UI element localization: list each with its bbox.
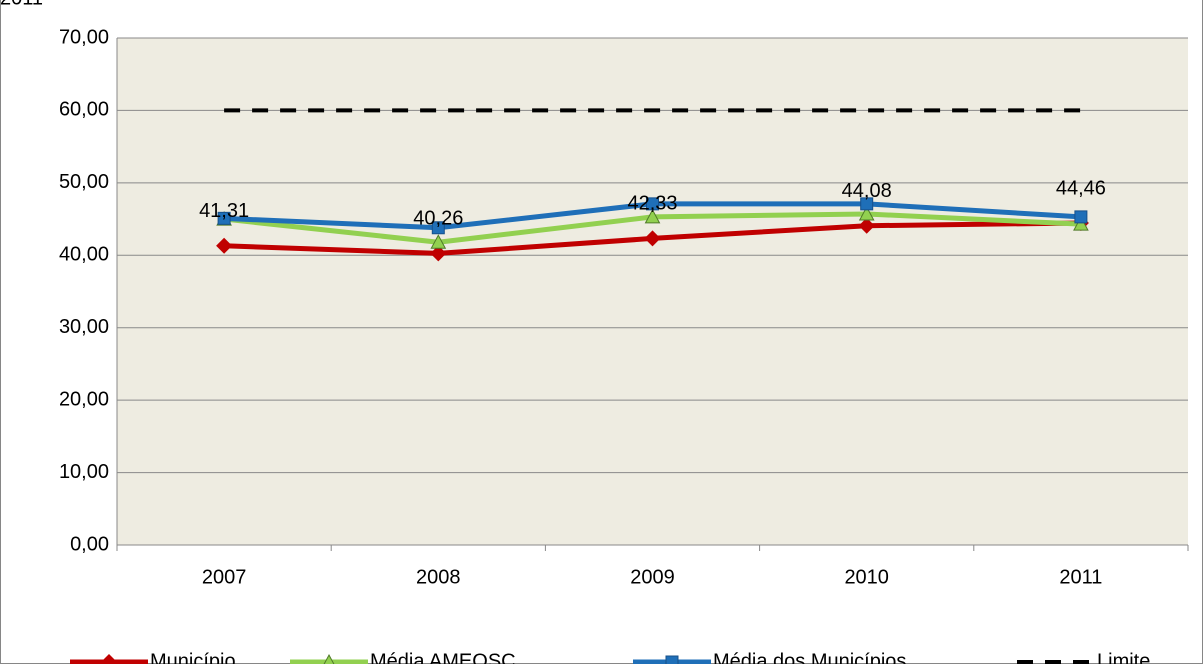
plot-area [117,38,1188,545]
y-tick-label: 30,00 [59,316,109,338]
y-tick-label: 50,00 [59,171,109,193]
y-tick-label: 0,00 [70,533,109,555]
data-label: 41,31 [199,200,249,222]
legend-marker [665,655,679,664]
y-tick-label: 40,00 [59,244,109,266]
x-tick-label: 2007 [202,566,247,588]
x-tick-label: 2008 [416,566,461,588]
data-point [858,205,875,221]
x-tick-label: 2009 [630,566,675,588]
data-point [217,211,231,225]
data-point [1074,210,1088,224]
y-tick-label: 70,00 [59,26,109,48]
data-label: 42,33 [627,193,677,215]
data-point [644,208,661,224]
x-tick-label: 2011 [1059,566,1102,588]
legend-label: Média dos Municípios [713,650,906,664]
y-tick-label: 20,00 [59,388,109,410]
data-label: 44,46 [1056,177,1106,199]
legend-marker [323,653,335,664]
data-point [646,197,659,211]
data-point [860,197,874,211]
data-label: 44,08 [842,180,892,202]
data-point [430,234,447,249]
legend-marker [101,654,117,664]
data-point [644,230,661,247]
legend-label: Município [150,650,236,664]
data-point [1073,216,1089,231]
y-tick-label: 60,00 [59,99,109,121]
caption: 2011 [0,0,43,9]
legend-label: Média AMEOSC [370,650,516,664]
data-point [858,217,875,234]
data-label: 40,26 [413,208,463,230]
x-tick-label: 2010 [844,566,889,588]
data-point [430,245,447,262]
legend-label: Limite [1097,650,1150,664]
data-point [216,237,233,254]
data-point [431,221,445,235]
y-tick-label: 10,00 [59,461,109,483]
